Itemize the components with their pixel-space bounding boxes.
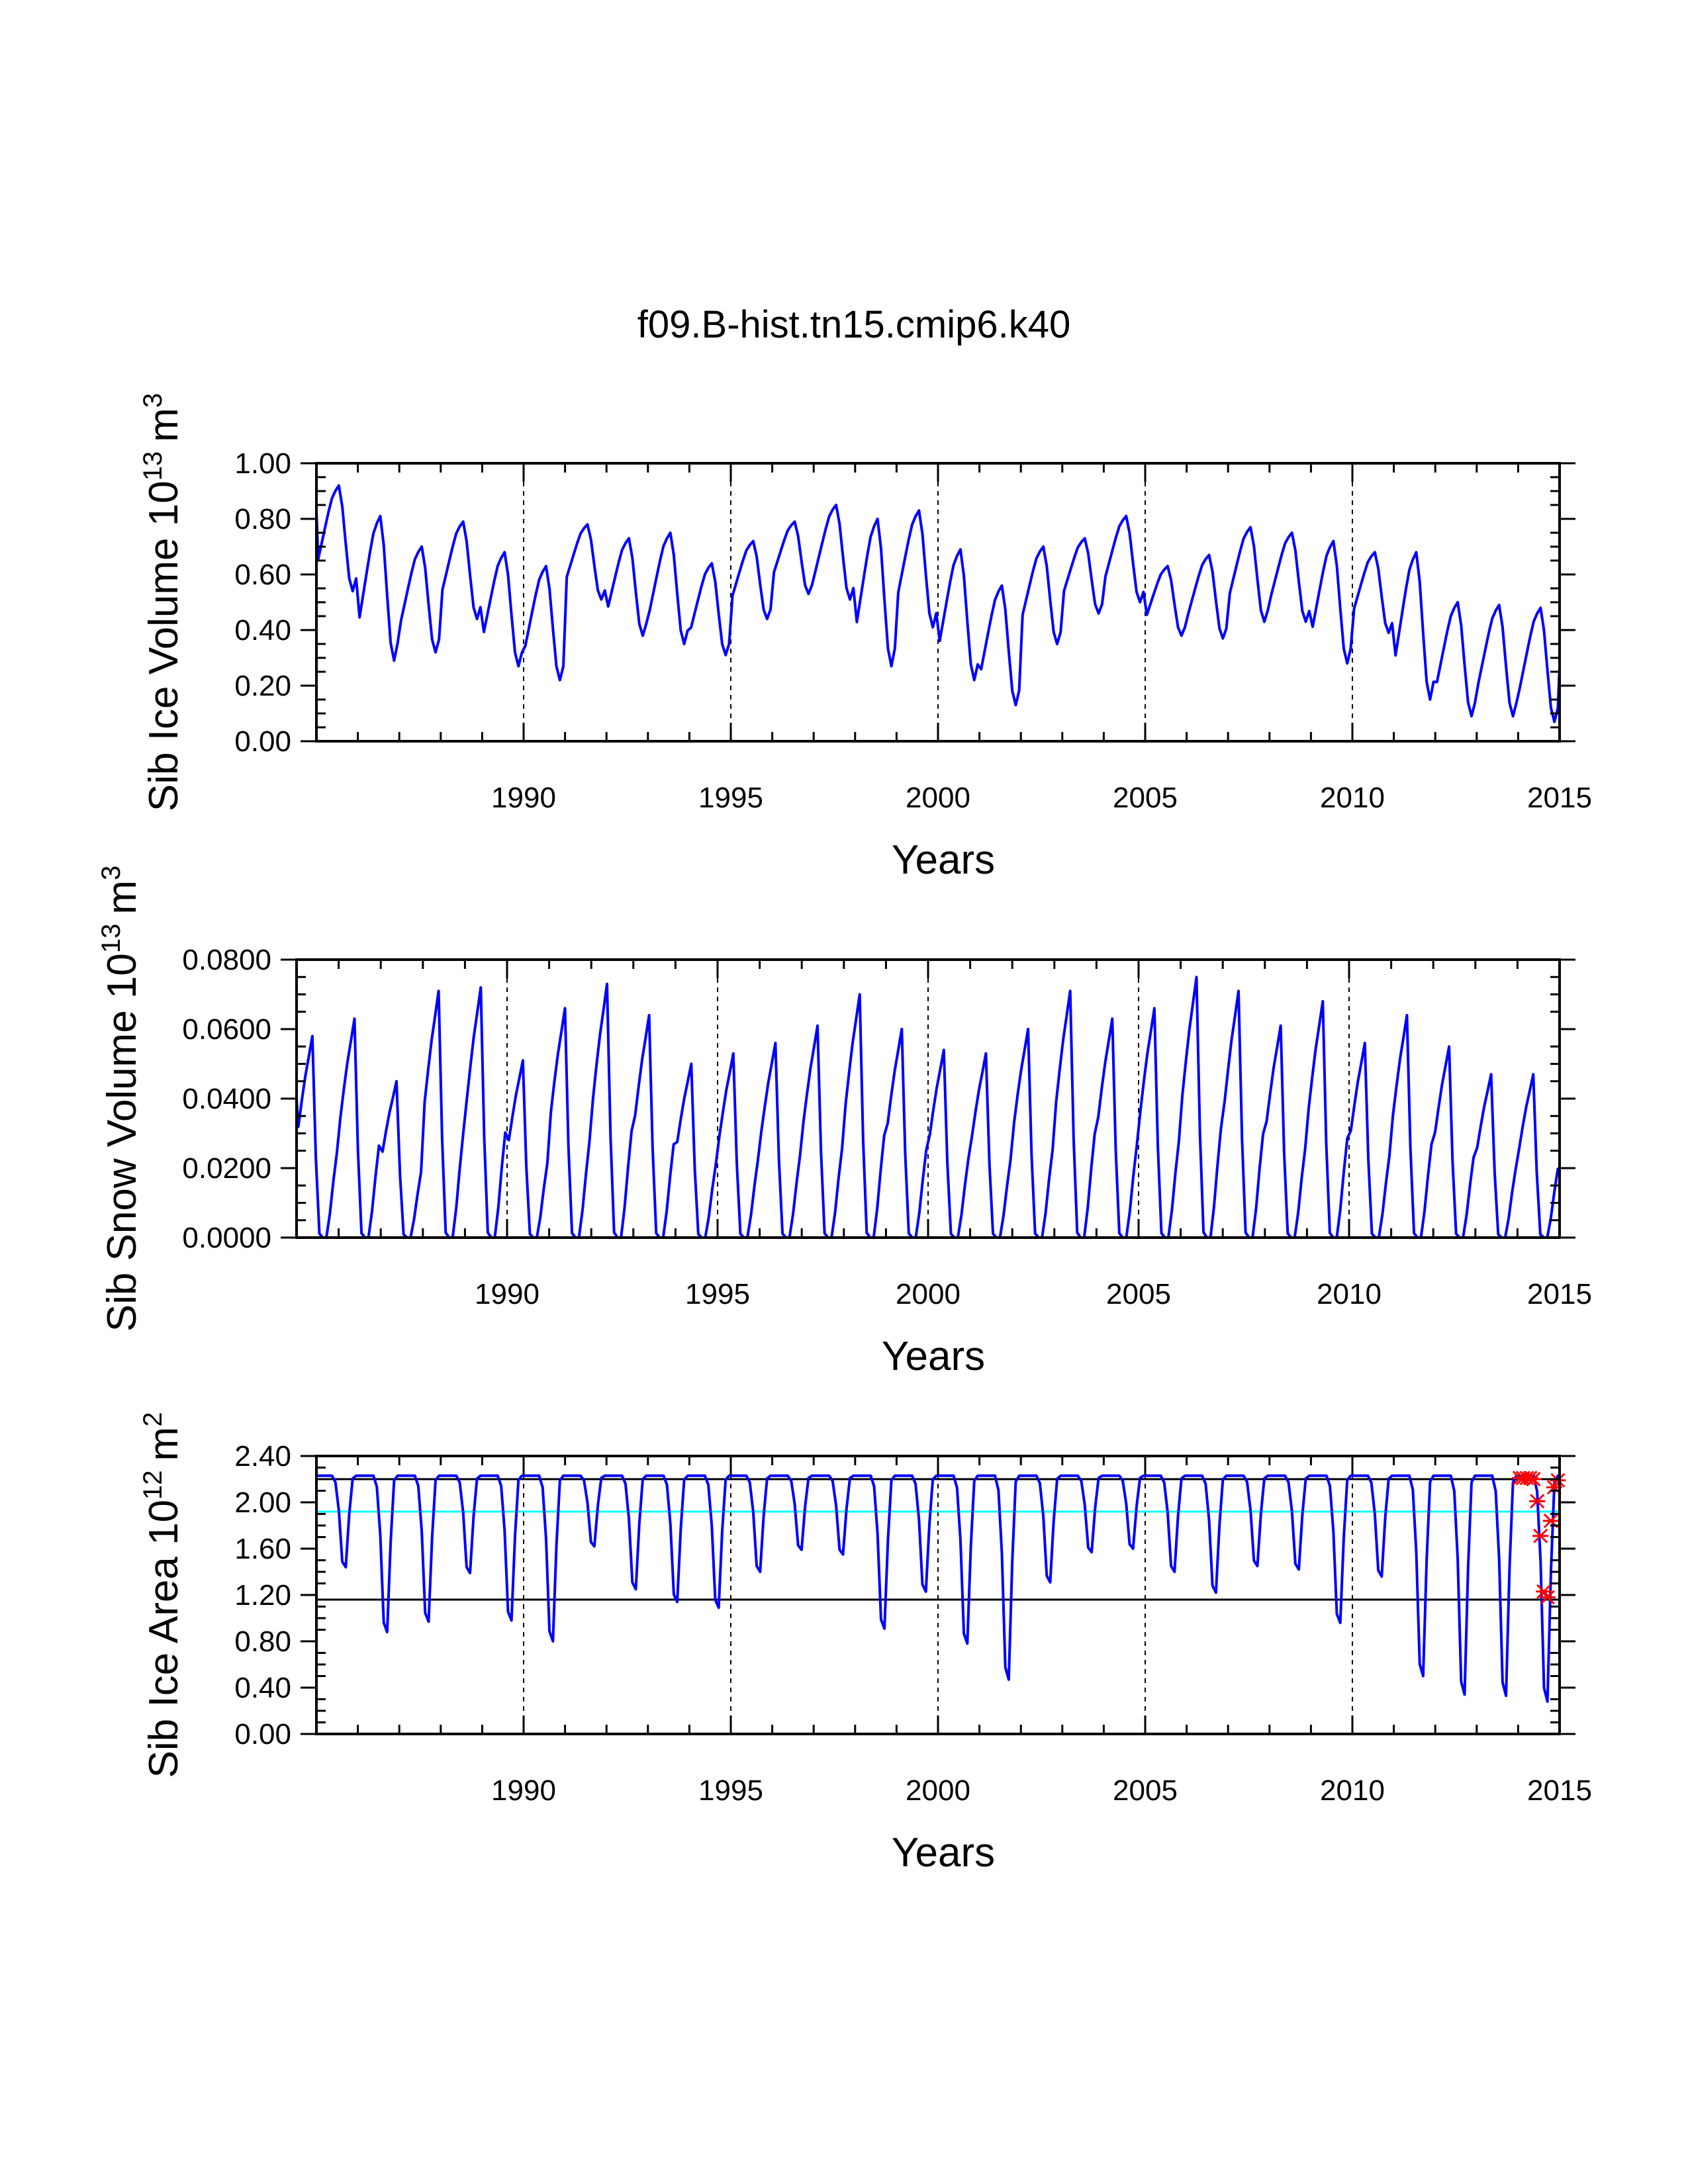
y-label-main: Sib Ice Area 10 bbox=[141, 1500, 187, 1778]
x-tick-label: 2005 bbox=[1113, 1774, 1178, 1807]
series-line bbox=[297, 976, 1560, 1238]
data-marker bbox=[1532, 1528, 1549, 1543]
x-tick-label: 2010 bbox=[1320, 782, 1385, 814]
data-marker bbox=[1539, 1590, 1556, 1605]
figure-title: f09.B-hist.tn15.cmip6.k40 bbox=[637, 303, 1070, 346]
y-axis-label: Sib Ice Volume 1013 m3 bbox=[138, 393, 187, 811]
y-tick-label: 0.0200 bbox=[182, 1152, 271, 1185]
y-tick-label: 0.0000 bbox=[182, 1222, 271, 1254]
y-tick-label: 0.80 bbox=[234, 1625, 291, 1658]
y-label-main: Sib Ice Volume 10 bbox=[141, 480, 187, 811]
x-tick-label: 2000 bbox=[906, 1774, 970, 1807]
y-label-exponent: 13 bbox=[97, 924, 126, 954]
x-tick-label: 2015 bbox=[1527, 782, 1592, 814]
y-tick-label: 0.00 bbox=[234, 1718, 291, 1751]
y-tick-label: 0.20 bbox=[234, 670, 291, 702]
y-tick-label: 0.0400 bbox=[182, 1083, 271, 1115]
y-tick-label: 1.20 bbox=[234, 1579, 291, 1612]
x-tick-label: 2010 bbox=[1317, 1278, 1382, 1310]
y-label-unit: m bbox=[141, 1427, 187, 1461]
x-tick-label: 1995 bbox=[698, 1774, 763, 1807]
x-axis-label: Years bbox=[892, 837, 995, 883]
y-tick-label: 0.0800 bbox=[182, 944, 271, 976]
y-axis-label: Sib Snow Volume 1013 m3 bbox=[97, 866, 145, 1332]
data-marker bbox=[1550, 1473, 1566, 1488]
x-tick-label: 1995 bbox=[698, 782, 763, 814]
y-label-unit-exponent: 3 bbox=[97, 866, 126, 880]
x-tick-label: 2000 bbox=[906, 782, 970, 814]
snow-volume-panel: 1990 1995 2000 2005 2010 2015 0.0000 0.0200 0.04… bbox=[97, 866, 1592, 1379]
y-tick-label: 0.0600 bbox=[182, 1013, 271, 1046]
y-tick-label: 2.40 bbox=[234, 1440, 291, 1473]
x-tick-label: 1990 bbox=[475, 1278, 539, 1310]
y-label-exponent: 13 bbox=[138, 451, 167, 481]
x-tick-label: 2000 bbox=[896, 1278, 961, 1310]
y-label-main: Sib Snow Volume 10 bbox=[99, 953, 145, 1332]
y-tick-label: 0.00 bbox=[234, 725, 291, 758]
y-tick-label: 0.80 bbox=[234, 503, 291, 535]
x-axis-label: Years bbox=[882, 1334, 985, 1379]
y-axis-label: Sib Ice Area 1012 m2 bbox=[138, 1412, 187, 1778]
x-axis-label: Years bbox=[892, 1830, 995, 1876]
ice-volume-panel: 1990 1995 2000 2005 2010 2015 0.00 0.20 0.40 0.60… bbox=[138, 393, 1592, 883]
y-label-unit-exponent: 2 bbox=[138, 1412, 167, 1427]
y-label-unit: m bbox=[99, 880, 145, 915]
x-tick-label: 2015 bbox=[1527, 1278, 1592, 1310]
y-tick-label: 0.40 bbox=[234, 1672, 291, 1704]
x-tick-label: 2005 bbox=[1113, 782, 1178, 814]
data-marker bbox=[1529, 1494, 1546, 1509]
series-line bbox=[316, 484, 1560, 723]
x-tick-label: 2005 bbox=[1106, 1278, 1171, 1310]
data-marker bbox=[1525, 1471, 1542, 1487]
x-tick-label: 1990 bbox=[491, 1774, 556, 1807]
ice-area-panel: 1990 1995 2000 2005 2010 2015 0.00 0.40 0.80 1.20… bbox=[138, 1412, 1592, 1876]
y-label-exponent: 12 bbox=[138, 1470, 167, 1500]
y-tick-label: 0.40 bbox=[234, 614, 291, 647]
y-tick-label: 0.60 bbox=[234, 559, 291, 591]
series-line bbox=[316, 1474, 1560, 1703]
y-label-unit: m bbox=[141, 408, 187, 442]
y-label-unit-exponent: 3 bbox=[138, 393, 167, 408]
x-tick-label: 1995 bbox=[685, 1278, 750, 1310]
y-tick-label: 2.00 bbox=[234, 1486, 291, 1519]
y-tick-label: 1.00 bbox=[234, 447, 291, 480]
x-tick-label: 2010 bbox=[1320, 1774, 1385, 1807]
y-tick-label: 1.60 bbox=[234, 1533, 291, 1565]
x-tick-label: 2015 bbox=[1527, 1774, 1592, 1807]
x-tick-label: 1990 bbox=[491, 782, 556, 814]
